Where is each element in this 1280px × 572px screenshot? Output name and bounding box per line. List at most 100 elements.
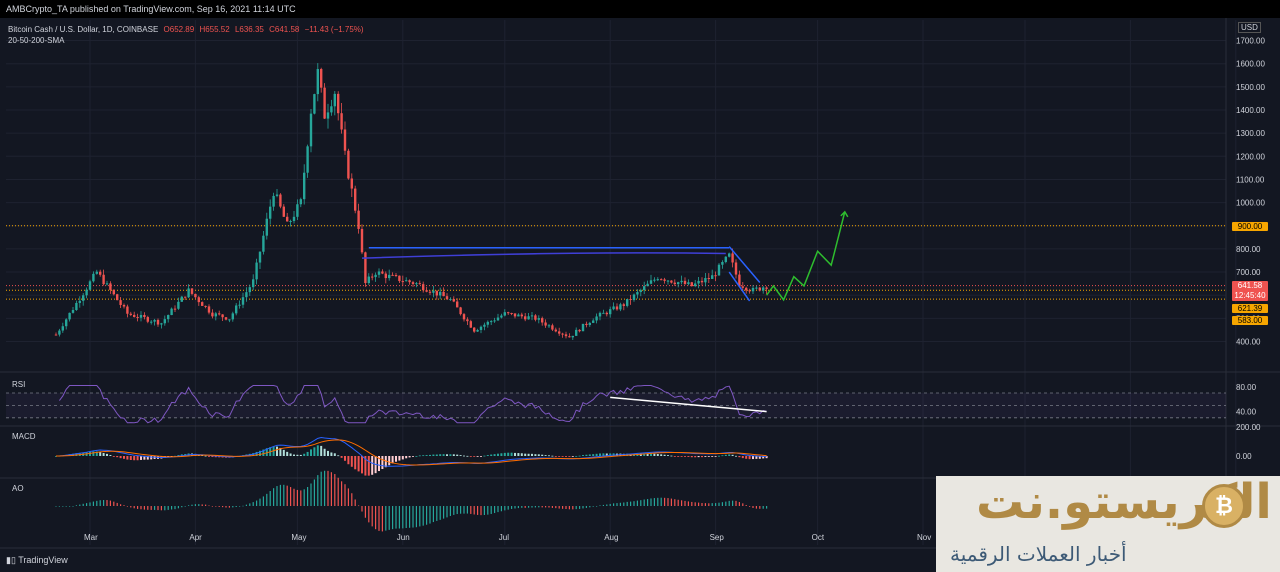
candle-body	[405, 280, 408, 282]
tradingview-brand[interactable]: ▮▯ TradingView	[6, 555, 68, 566]
candle-body	[741, 286, 744, 288]
ao-bar	[732, 500, 734, 506]
candle-body	[510, 313, 513, 315]
macd-bar	[718, 455, 720, 457]
high-value: H655.52	[199, 25, 230, 34]
candle-body	[177, 301, 180, 309]
ao-pane-title[interactable]: AO	[12, 484, 24, 493]
macd-bar	[418, 455, 421, 457]
macd-bar	[405, 456, 408, 459]
candle-body	[122, 304, 126, 307]
ao-bar	[358, 505, 360, 507]
ao-bar	[303, 489, 305, 506]
ao-bar	[99, 500, 101, 506]
ao-bar	[555, 506, 557, 509]
macd-bar	[354, 456, 357, 470]
macd-bar	[439, 454, 442, 456]
ao-bar	[103, 500, 105, 506]
price-axis-tick: 800.00	[1236, 245, 1261, 254]
candle-body	[700, 280, 704, 283]
candle-body	[496, 317, 500, 321]
macd-bar	[565, 456, 567, 457]
ao-bar	[670, 498, 672, 506]
ao-bar	[228, 506, 230, 508]
macd-bar	[578, 455, 581, 457]
macd-bar	[344, 456, 346, 461]
ao-bar	[395, 506, 397, 529]
ao-bar	[75, 505, 77, 506]
candle-body	[646, 283, 649, 287]
ao-bar	[755, 506, 757, 509]
candle-body	[626, 299, 629, 306]
ao-bar	[636, 500, 638, 506]
macd-bar	[592, 454, 595, 456]
ao-bar	[225, 506, 227, 508]
ao-bar	[116, 502, 118, 506]
ao-bar	[160, 506, 162, 511]
candle-body	[102, 274, 105, 285]
ao-bar	[735, 500, 737, 506]
macd-histogram	[55, 445, 768, 476]
ao-bar	[572, 506, 574, 510]
macd-bar	[463, 455, 465, 457]
candle-body	[320, 69, 323, 88]
watermark-subtitle: أخبار العملات الرقمية	[950, 542, 1127, 566]
candle-body	[462, 314, 466, 320]
macd-bar	[211, 456, 214, 458]
ao-bar	[205, 504, 207, 506]
candle-body	[133, 314, 136, 317]
candle-timer: 12:45:40	[1234, 291, 1266, 300]
candle-body	[473, 327, 476, 332]
ao-bar	[300, 490, 302, 506]
candle-body	[401, 281, 404, 283]
ao-bar	[616, 503, 618, 506]
open-value: O652.89	[163, 25, 195, 34]
ao-bar	[470, 506, 472, 514]
ao-bar	[235, 506, 237, 507]
ao-bar	[276, 486, 278, 506]
macd-bar	[55, 456, 57, 457]
ao-bar	[619, 502, 621, 506]
candle-body	[170, 308, 173, 316]
ao-bar	[174, 506, 176, 510]
candle-body	[527, 316, 530, 320]
candle-body	[622, 304, 625, 306]
ao-bar	[511, 506, 513, 509]
macd-bar	[459, 455, 462, 456]
candle-body	[762, 287, 765, 291]
macd-bar	[650, 453, 652, 456]
candle-body	[54, 334, 58, 336]
candle-body	[663, 279, 666, 281]
candle-body	[167, 315, 170, 320]
candle-body	[598, 312, 602, 317]
sma-indicator-label[interactable]: 20-50-200-SMA	[8, 36, 65, 45]
candle-body	[204, 305, 207, 307]
macd-pane-title[interactable]: MACD	[12, 432, 36, 441]
candle-body	[415, 283, 418, 285]
candle-body	[68, 312, 71, 320]
candle-body	[748, 290, 751, 292]
ao-bar	[245, 504, 247, 506]
macd-bar	[129, 456, 132, 460]
rsi-pane-title[interactable]: RSI	[12, 380, 26, 389]
ao-bar	[191, 504, 193, 506]
ao-bar	[324, 470, 326, 506]
ao-bar	[184, 506, 186, 507]
macd-bar	[728, 454, 731, 456]
macd-bar	[711, 456, 714, 457]
bitcoin-coin-icon: ₿	[1202, 484, 1246, 528]
ao-bar	[565, 506, 567, 510]
candle-body	[721, 261, 724, 265]
candle-body	[258, 251, 262, 263]
macd-bar	[350, 456, 353, 467]
candle-body	[707, 278, 710, 280]
ao-bar	[317, 475, 319, 506]
macd-bar	[558, 456, 561, 457]
macd-bar	[585, 454, 588, 456]
ao-bar	[439, 506, 441, 520]
candle-body	[751, 287, 755, 292]
macd-bar	[758, 456, 761, 459]
candle-body	[224, 317, 228, 320]
macd-bar	[480, 456, 482, 457]
